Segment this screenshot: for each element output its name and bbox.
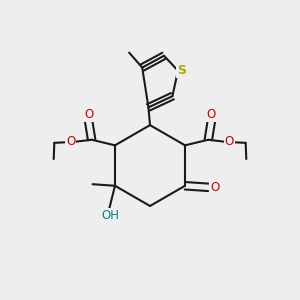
Text: O: O	[66, 135, 75, 148]
Text: S: S	[177, 64, 186, 76]
Text: OH: OH	[101, 209, 119, 222]
Text: O: O	[225, 135, 234, 148]
Text: O: O	[84, 108, 93, 121]
Text: O: O	[207, 108, 216, 121]
Text: O: O	[210, 181, 219, 194]
